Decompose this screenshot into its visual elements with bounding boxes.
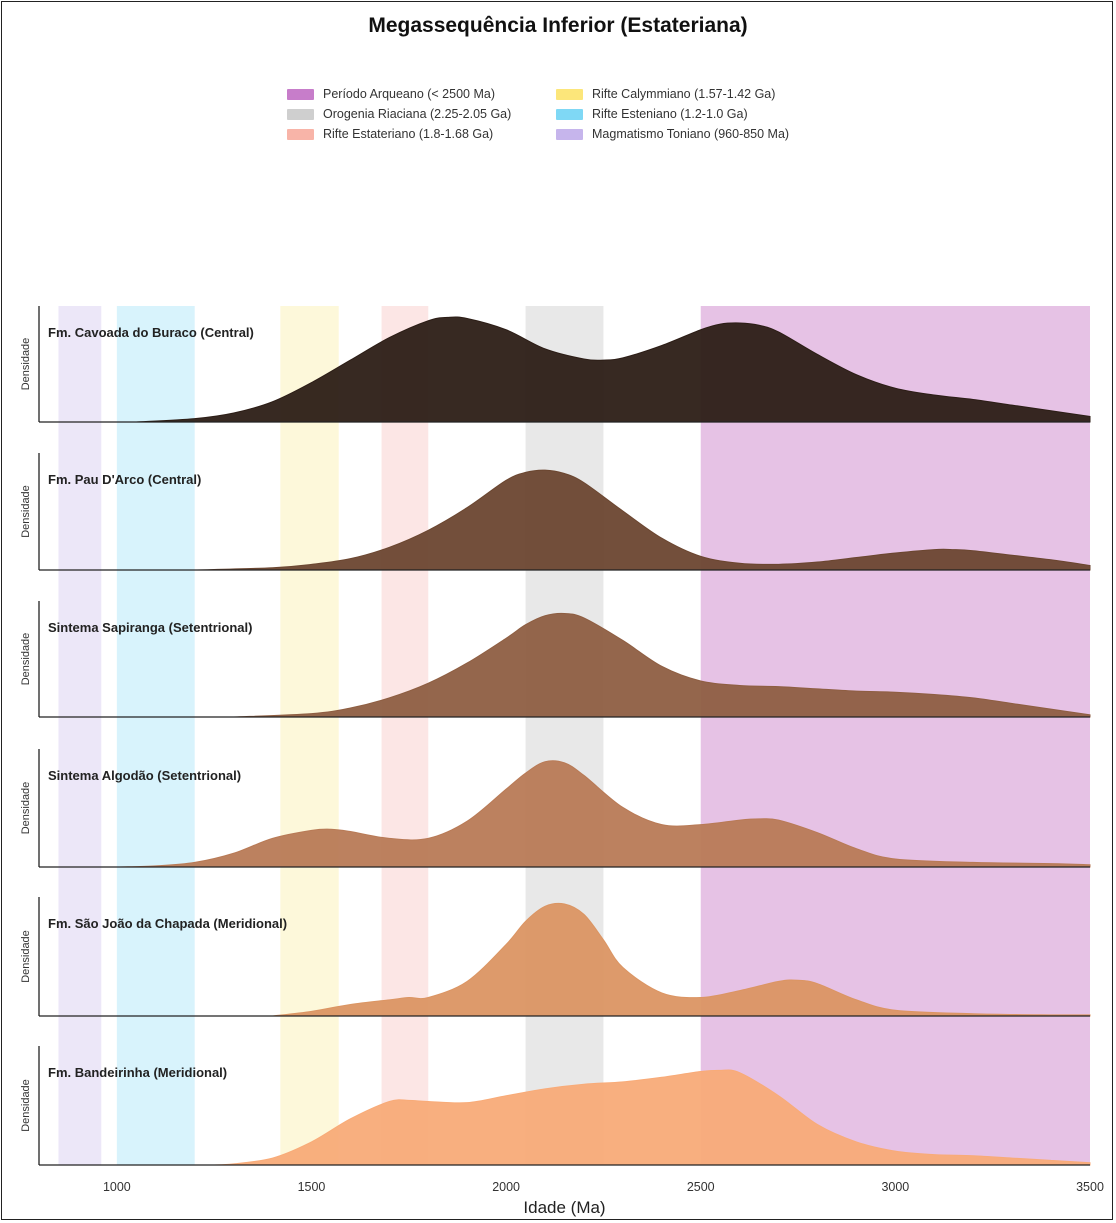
legend-label: Período Arqueano (< 2500 Ma) bbox=[323, 87, 495, 101]
legend-swatch bbox=[556, 108, 583, 120]
ridges bbox=[116, 316, 1091, 1166]
x-tick-label: 3500 bbox=[1076, 1180, 1104, 1194]
x-tick-label: 1500 bbox=[298, 1180, 326, 1194]
legend-item: Rifte Calymmiano (1.57-1.42 Ga) bbox=[556, 84, 789, 104]
chart-title: Megassequência Inferior (Estateriana) bbox=[368, 14, 748, 37]
legend-swatch bbox=[287, 88, 314, 100]
legend-swatch bbox=[287, 128, 314, 140]
period-bands bbox=[58, 306, 1090, 1165]
y-axis-label: Densidade bbox=[20, 782, 32, 835]
legend-label: Rifte Esteniano (1.2-1.0 Ga) bbox=[592, 107, 748, 121]
x-tick-label: 2500 bbox=[687, 1180, 715, 1194]
legend-item: Rifte Estateriano (1.8-1.68 Ga) bbox=[287, 124, 511, 144]
legend-item: Orogenia Riaciana (2.25-2.05 Ga) bbox=[287, 104, 511, 124]
series-label: Fm. Cavoada do Buraco (Central) bbox=[48, 325, 254, 340]
ridge-area bbox=[233, 612, 1091, 718]
period-band bbox=[58, 306, 102, 1165]
legend-swatch bbox=[287, 108, 314, 120]
labels: Fm. Cavoada do Buraco (Central) Densidade… bbox=[20, 325, 1104, 1217]
x-tick-label: 3000 bbox=[881, 1180, 909, 1194]
y-axis-label: Densidade bbox=[20, 338, 32, 391]
period-band bbox=[116, 306, 195, 1165]
series-label: Fm. Bandeirinha (Meridional) bbox=[48, 1065, 227, 1080]
period-band bbox=[280, 306, 339, 1165]
y-axis-label: Densidade bbox=[20, 930, 32, 983]
x-tick-label: 1000 bbox=[103, 1180, 131, 1194]
period-band bbox=[700, 306, 1090, 1165]
series-label: Sintema Sapiranga (Setentrional) bbox=[48, 620, 252, 635]
period-band bbox=[525, 306, 604, 1165]
ridge-area bbox=[116, 760, 1091, 868]
x-tick-label: 2000 bbox=[492, 1180, 520, 1194]
legend-column-2: Rifte Calymmiano (1.57-1.42 Ga) Rifte Est… bbox=[556, 84, 789, 144]
series-label: Sintema Algodão (Setentrional) bbox=[48, 768, 241, 783]
x-axis-title: Idade (Ma) bbox=[523, 1198, 605, 1217]
legend-label: Rifte Calymmiano (1.57-1.42 Ga) bbox=[592, 87, 776, 101]
legend-swatch bbox=[556, 128, 583, 140]
legend-item: Rifte Esteniano (1.2-1.0 Ga) bbox=[556, 104, 789, 124]
legend-column-1: Período Arqueano (< 2500 Ma) Orogenia Ria… bbox=[287, 84, 511, 144]
axes bbox=[38, 306, 1090, 1166]
ridge-area bbox=[272, 902, 1091, 1017]
y-axis-label: Densidade bbox=[20, 1079, 32, 1132]
y-axis-label: Densidade bbox=[20, 633, 32, 686]
series-label: Fm. Pau D'Arco (Central) bbox=[48, 472, 201, 487]
series-label: Fm. São João da Chapada (Meridional) bbox=[48, 916, 287, 931]
legend-swatch bbox=[556, 88, 583, 100]
y-axis-label: Densidade bbox=[20, 485, 32, 538]
legend-item: Período Arqueano (< 2500 Ma) bbox=[287, 84, 511, 104]
period-band bbox=[381, 306, 429, 1165]
legend-label: Magmatismo Toniano (960-850 Ma) bbox=[592, 127, 790, 141]
ridge-area bbox=[214, 1069, 1091, 1166]
ridge-area bbox=[194, 469, 1091, 571]
ridge-area bbox=[136, 316, 1091, 423]
legend-item: Magmatismo Toniano (960-850 Ma) bbox=[556, 124, 789, 144]
legend-label: Orogenia Riaciana (2.25-2.05 Ga) bbox=[323, 107, 512, 121]
legend-label: Rifte Estateriano (1.8-1.68 Ga) bbox=[323, 127, 494, 141]
